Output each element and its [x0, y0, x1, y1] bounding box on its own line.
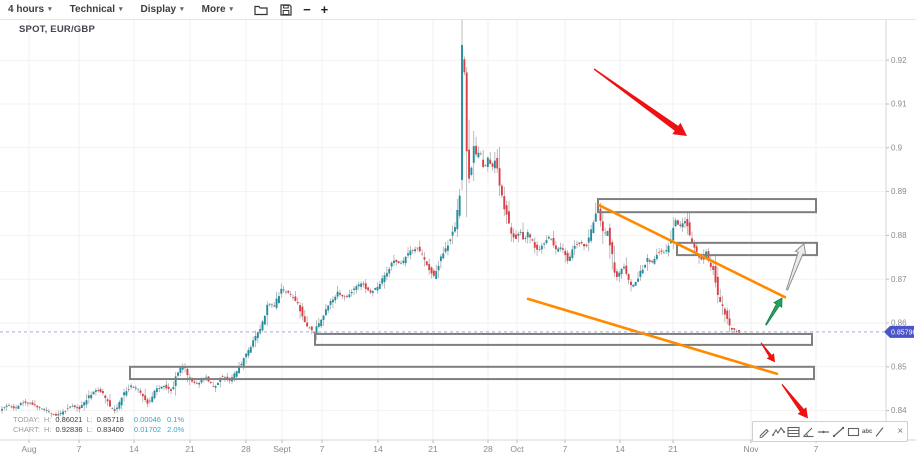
today-row: TODAY: H: 0.86021 L: 0.85718 0.00046 0.1… — [13, 415, 184, 425]
low-label: L: — [86, 415, 93, 424]
svg-text:0.88: 0.88 — [891, 231, 907, 240]
svg-text:Aug: Aug — [21, 444, 36, 454]
svg-text:Sept: Sept — [273, 444, 291, 454]
symbol-label: SPOT, EUR/GBP — [19, 24, 95, 35]
technical-label: Technical — [69, 4, 116, 15]
display-label: Display — [140, 4, 177, 15]
chart-change-pct: 2.0% — [167, 424, 185, 434]
svg-text:0.89: 0.89 — [891, 187, 907, 196]
svg-text:14: 14 — [129, 444, 139, 454]
zoom-out-button[interactable]: − — [303, 2, 311, 17]
svg-text:0.91: 0.91 — [891, 100, 907, 109]
more-label: More — [201, 4, 226, 15]
chevron-down-icon: ▾ — [229, 6, 234, 13]
horizontal-line-icon[interactable] — [817, 425, 830, 439]
timeframe-label: 4 hours — [8, 4, 45, 15]
chevron-down-icon: ▾ — [48, 6, 52, 13]
today-change: 0.00046 — [133, 415, 161, 424]
today-low: 0.85718 — [96, 415, 124, 424]
pencil-icon[interactable] — [758, 425, 770, 439]
chart-row: CHART: H: 0.92836 L: 0.83400 0.01702 2.0… — [13, 425, 184, 435]
top-toolbar: 4 hours ▾ Technical ▾ Display ▾ More ▾ −… — [0, 0, 916, 20]
trend-angle-icon[interactable] — [802, 425, 815, 439]
chart-low: 0.83400 — [96, 424, 124, 434]
svg-text:0.85: 0.85 — [891, 362, 907, 371]
trend-line-icon[interactable] — [832, 425, 845, 439]
timeframe-menu[interactable]: 4 hours ▾ — [8, 4, 52, 15]
toolbar-icons: − + — [253, 2, 328, 17]
svg-text:21: 21 — [185, 444, 195, 454]
more-menu[interactable]: More ▾ — [202, 4, 233, 15]
low-label: L: — [86, 424, 93, 434]
svg-text:7: 7 — [814, 444, 819, 454]
svg-text:28: 28 — [241, 444, 251, 454]
today-high: 0.86021 — [55, 415, 83, 424]
fib-retracement-icon[interactable] — [787, 425, 800, 439]
open-chart-icon[interactable] — [253, 2, 268, 17]
high-label: H: — [43, 424, 52, 434]
svg-text:14: 14 — [373, 444, 383, 454]
svg-text:7: 7 — [77, 444, 82, 454]
display-menu[interactable]: Display ▾ — [141, 4, 184, 15]
svg-text:0.9: 0.9 — [891, 143, 903, 152]
svg-text:7: 7 — [563, 444, 568, 454]
svg-text:21: 21 — [668, 444, 678, 454]
chevron-down-icon: ▾ — [119, 6, 123, 13]
svg-text:Nov: Nov — [743, 444, 759, 454]
today-label: TODAY: — [13, 415, 40, 424]
svg-text:7: 7 — [320, 444, 325, 454]
svg-text:0.92: 0.92 — [891, 56, 907, 65]
chevron-down-icon: ▾ — [180, 6, 184, 13]
save-icon[interactable] — [278, 2, 293, 17]
svg-text:Oct: Oct — [510, 444, 524, 454]
svg-text:28: 28 — [483, 444, 493, 454]
chart-high: 0.92836 — [55, 424, 83, 434]
high-label: H: — [43, 415, 52, 424]
text-icon[interactable]: abc — [862, 428, 873, 435]
chart-label: CHART: — [13, 424, 40, 434]
svg-text:14: 14 — [615, 444, 625, 454]
technical-menu[interactable]: Technical ▾ — [70, 4, 123, 15]
svg-text:21: 21 — [428, 444, 438, 454]
svg-text:0.84: 0.84 — [891, 406, 907, 415]
svg-text:0.87: 0.87 — [891, 275, 907, 284]
svg-text:0.86: 0.86 — [891, 319, 907, 328]
rectangle-icon[interactable] — [847, 425, 860, 439]
chart-change: 0.01702 — [133, 424, 162, 434]
chart-legend: TODAY: H: 0.86021 L: 0.85718 0.00046 0.1… — [13, 415, 184, 434]
today-change-pct: 0.1% — [166, 415, 185, 424]
elliott-wave-icon[interactable] — [772, 425, 785, 439]
drawing-toolbar: abc × — [752, 421, 908, 442]
line-tool-icon[interactable] — [874, 425, 885, 439]
close-icon[interactable]: × — [897, 426, 904, 437]
svg-text:0.85796: 0.85796 — [891, 330, 916, 337]
zoom-in-button[interactable]: + — [320, 2, 329, 17]
